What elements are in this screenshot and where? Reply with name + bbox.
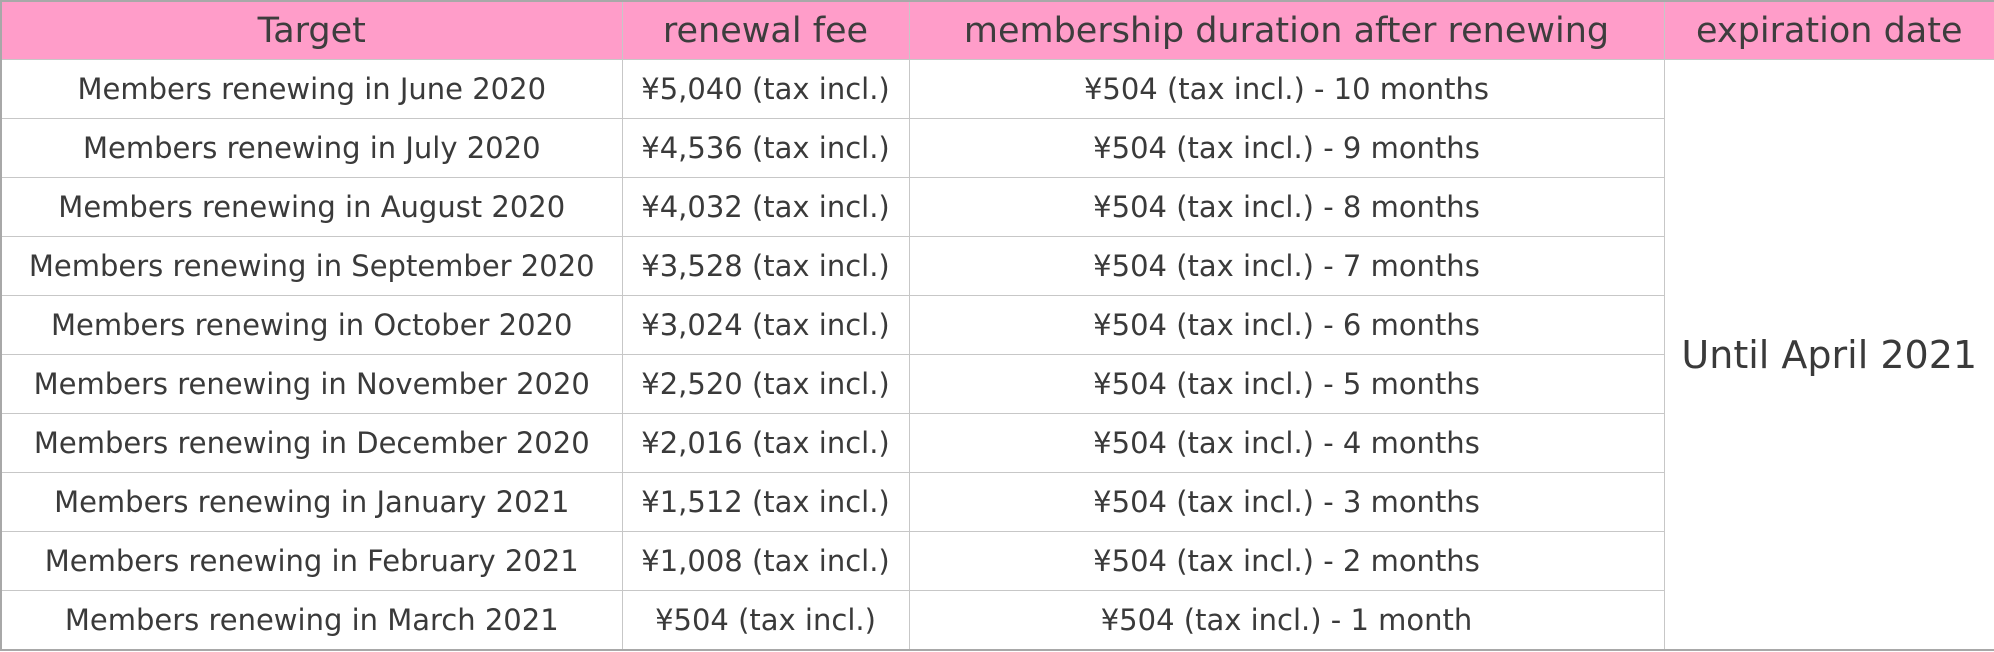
- target-cell: Members renewing in October 2020: [1, 295, 623, 355]
- duration-cell: ¥504 (tax incl.) - 8 months: [909, 177, 1665, 237]
- fee-cell: ¥4,536 (tax incl.): [622, 118, 910, 178]
- target-cell: Members renewing in February 2021: [1, 531, 623, 591]
- duration-cell: ¥504 (tax incl.) - 7 months: [909, 236, 1665, 296]
- duration-cell: ¥504 (tax incl.) - 3 months: [909, 472, 1665, 532]
- duration-cell: ¥504 (tax incl.) - 9 months: [909, 118, 1665, 178]
- duration-cell: ¥504 (tax incl.) - 10 months: [909, 59, 1665, 119]
- fee-cell: ¥3,024 (tax incl.): [622, 295, 910, 355]
- table-row: Members renewing in February 2021 ¥1,008…: [1, 531, 1994, 591]
- table-row: Members renewing in August 2020 ¥4,032 (…: [1, 177, 1994, 237]
- target-cell: Members renewing in June 2020: [1, 59, 623, 119]
- table-row: Members renewing in January 2021 ¥1,512 …: [1, 472, 1994, 532]
- fee-cell: ¥5,040 (tax incl.): [622, 59, 910, 119]
- duration-cell: ¥504 (tax incl.) - 4 months: [909, 413, 1665, 473]
- target-cell: Members renewing in July 2020: [1, 118, 623, 178]
- duration-cell: ¥504 (tax incl.) - 2 months: [909, 531, 1665, 591]
- header-renewal-fee: renewal fee: [622, 1, 910, 60]
- table-row: Members renewing in October 2020 ¥3,024 …: [1, 295, 1994, 355]
- target-cell: Members renewing in August 2020: [1, 177, 623, 237]
- table-row: Members renewing in July 2020 ¥4,536 (ta…: [1, 118, 1994, 178]
- header-expiration-date: expiration date: [1664, 1, 1994, 60]
- duration-cell: ¥504 (tax incl.) - 5 months: [909, 354, 1665, 414]
- expiration-cell: Until April 2021: [1664, 59, 1994, 651]
- table-row: Members renewing in June 2020 ¥5,040 (ta…: [1, 59, 1994, 651]
- target-cell: Members renewing in December 2020: [1, 413, 623, 473]
- target-cell: Members renewing in September 2020: [1, 236, 623, 296]
- fee-cell: ¥504 (tax incl.): [622, 590, 910, 650]
- fee-cell: ¥4,032 (tax incl.): [622, 177, 910, 237]
- table-row: Members renewing in March 2021 ¥504 (tax…: [1, 590, 1994, 650]
- table-row: Members renewing in September 2020 ¥3,52…: [1, 236, 1994, 296]
- target-cell: Members renewing in November 2020: [1, 354, 623, 414]
- target-cell: Members renewing in March 2021: [1, 590, 623, 650]
- fee-cell: ¥3,528 (tax incl.): [622, 236, 910, 296]
- table-row: Members renewing in November 2020 ¥2,520…: [1, 354, 1994, 414]
- fee-cell: ¥2,520 (tax incl.): [622, 354, 910, 414]
- table-header-row: Target renewal fee membership duration a…: [1, 1, 1994, 60]
- duration-cell: ¥504 (tax incl.) - 6 months: [909, 295, 1665, 355]
- duration-cell: ¥504 (tax incl.) - 1 month: [909, 590, 1665, 650]
- target-cell: Members renewing in January 2021: [1, 472, 623, 532]
- table-row: Members renewing in December 2020 ¥2,016…: [1, 413, 1994, 473]
- header-membership-duration: membership duration after renewing: [909, 1, 1665, 60]
- fee-cell: ¥1,512 (tax incl.): [622, 472, 910, 532]
- header-target: Target: [1, 1, 623, 60]
- fee-cell: ¥2,016 (tax incl.): [622, 413, 910, 473]
- fee-cell: ¥1,008 (tax incl.): [622, 531, 910, 591]
